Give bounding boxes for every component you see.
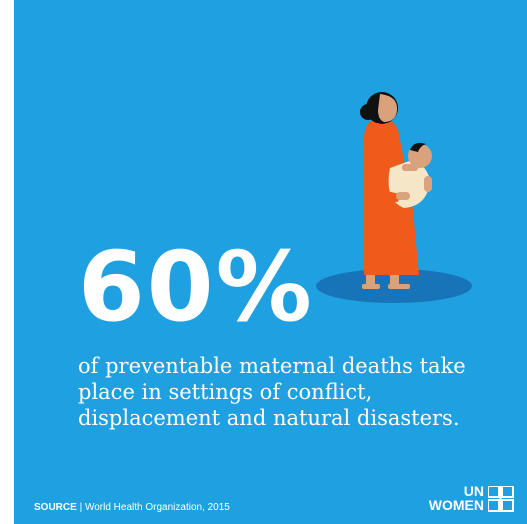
source-separator: | — [79, 502, 83, 513]
headline-percentage: 60% — [78, 231, 314, 343]
un-women-logo: UN WOMEN — [424, 484, 520, 514]
logo-line-women: WOMEN — [428, 497, 484, 513]
infographic-card: 60% of preventable maternal deaths take … — [14, 0, 527, 524]
description-text: of preventable maternal deaths take plac… — [78, 354, 466, 430]
logo-line-un: UN — [463, 483, 484, 499]
source-label: SOURCE — [34, 502, 77, 513]
un-women-emblem-icon — [488, 486, 514, 512]
mother-holding-baby-icon — [316, 92, 472, 303]
source-text: World Health Organization, 2015 — [84, 502, 230, 513]
source-citation: SOURCE | World Health Organization, 2015 — [34, 502, 230, 513]
